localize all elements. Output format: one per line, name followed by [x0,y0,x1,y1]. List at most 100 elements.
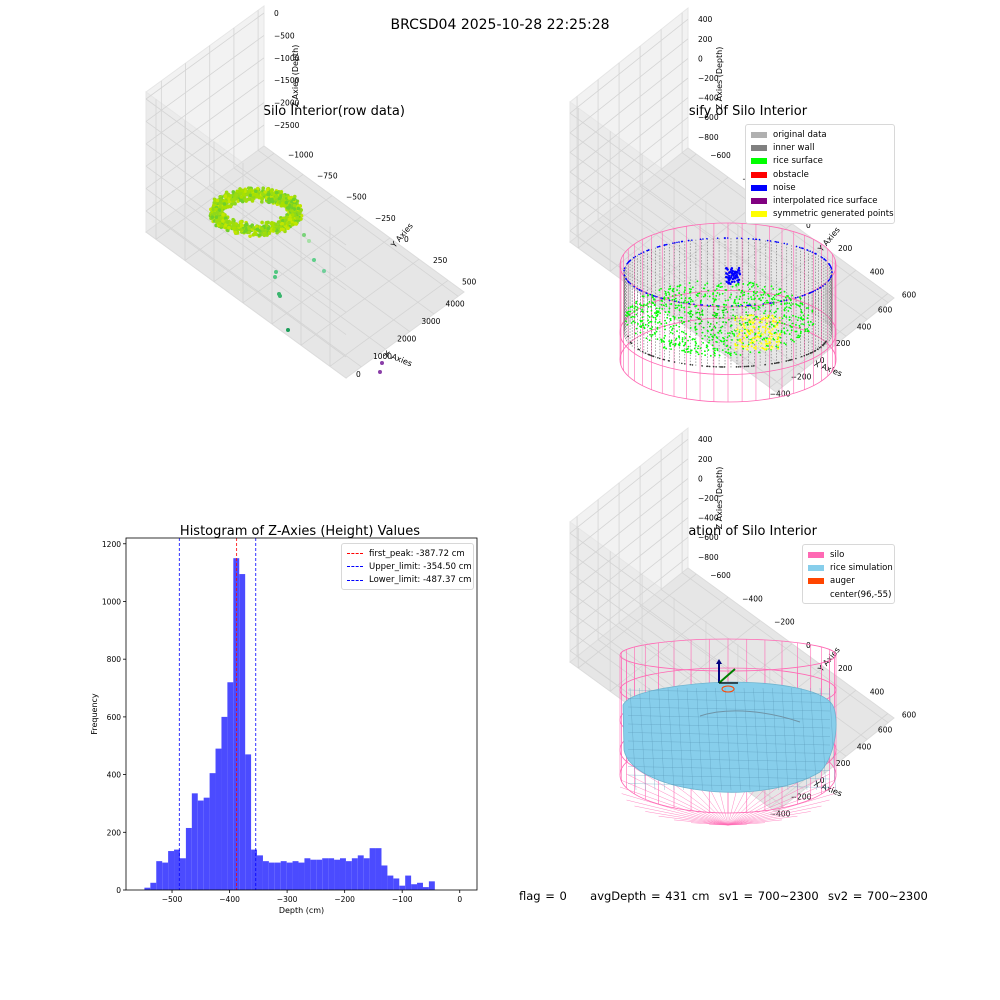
data-point [718,354,721,357]
data-point [260,196,264,200]
data-point [672,290,675,293]
data-point [629,306,632,308]
data-point [628,314,631,316]
data-point [724,275,728,279]
data-point [797,316,800,319]
data-point [718,330,721,333]
data-point [713,299,716,302]
data-point [722,309,725,312]
mesh-line [658,687,665,791]
data-point [702,326,705,329]
data-point [709,323,712,325]
data-point [820,256,822,258]
data-point [784,307,787,310]
grid-line [681,152,889,304]
data-point [769,310,772,313]
outlier-point [274,270,278,274]
data-point [807,353,810,355]
data-point [711,335,714,338]
data-point [643,327,646,330]
data-point [758,321,761,324]
data-point [829,276,832,279]
data-point [727,274,731,278]
data-point [750,305,753,308]
legend-label: silo [830,549,845,560]
data-point [674,300,676,303]
data-point [633,307,636,310]
data-point [783,242,786,245]
data-point [722,340,725,343]
data-point [655,312,658,315]
data-point [742,322,745,325]
histogram-bar [351,858,358,890]
data-point [684,289,686,292]
data-point [739,295,742,298]
data-point [691,300,694,302]
data-point [231,223,236,228]
data-point [754,347,757,350]
data-point [775,241,778,243]
data-point [660,338,662,341]
data-point [651,315,653,317]
data-point [667,310,670,313]
grid-line [569,152,777,303]
histogram-bar [422,887,429,890]
data-point [240,188,245,193]
data-point [652,296,654,299]
histogram-bar [428,881,435,890]
data-point [287,217,292,222]
data-point [755,283,758,286]
data-point [807,321,810,324]
data-point [657,357,659,359]
y-tick-label: 1200 [102,540,121,549]
data-point [688,313,691,315]
data-point [768,341,771,344]
data-point [630,322,633,324]
data-point [737,347,740,350]
data-point [691,313,694,316]
data-point [808,324,811,327]
data-point [668,340,671,343]
data-point [770,337,773,340]
data-point [753,298,756,301]
data-point [290,222,294,227]
grid-line [569,77,689,173]
data-point [653,312,656,314]
data-point [660,287,662,290]
data-point [803,354,806,357]
data-point [769,316,772,319]
y-tick-label: 250 [433,256,448,265]
histogram-bar [304,858,311,890]
silo-floor-line [727,811,811,826]
data-point [761,296,764,299]
data-point [290,213,295,217]
data-point [752,284,755,287]
data-point [765,323,768,326]
data-point [809,352,812,354]
silo-floor-line [727,773,830,826]
x-tick-label: −400 [770,389,791,398]
grid-line [569,517,689,612]
data-point [830,268,833,270]
data-point [763,290,766,293]
legend-label: auger [830,576,855,587]
data-point [710,329,713,332]
data-point [696,295,699,297]
data-point [772,287,775,290]
data-point [747,304,749,307]
data-point [253,189,258,194]
mesh-line [627,698,831,703]
data-point [752,238,754,240]
data-point [633,310,636,313]
data-point [744,306,747,309]
data-point [737,326,740,329]
y-axis-label: Y Axies [389,221,415,250]
data-point [214,215,219,220]
data-point [691,239,693,241]
data-point [733,334,736,337]
data-point [684,341,687,344]
data-point [763,312,765,315]
data-point [656,313,659,316]
data-point [687,239,690,242]
mesh-line [743,687,751,791]
